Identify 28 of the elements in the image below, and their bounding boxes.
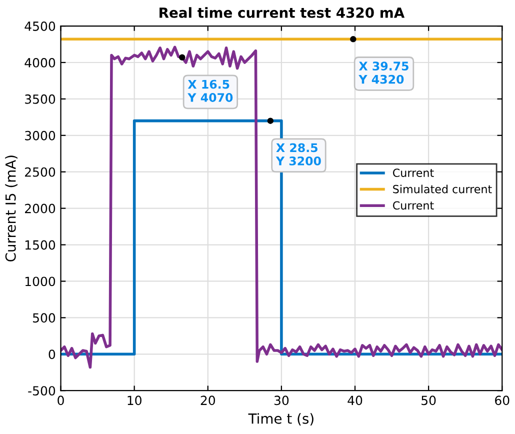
y-tick-label: 500 xyxy=(33,313,56,323)
y-tick-label: 2500 xyxy=(25,167,56,177)
x-tick-label: 30 xyxy=(274,396,289,406)
y-tick-label: 0 xyxy=(48,350,56,360)
x-tick-label: 60 xyxy=(495,396,510,406)
x-tick-label: 40 xyxy=(348,396,362,406)
legend-label: Current xyxy=(392,168,434,178)
y-tick-label: 2000 xyxy=(25,204,56,214)
x-tick-label: 20 xyxy=(200,396,216,406)
y-tick-label: 4000 xyxy=(24,58,56,68)
y-tick-label: 3500 xyxy=(25,94,56,104)
y-tick-label: 4500 xyxy=(24,22,56,31)
annotation: X 39.75 Y 4320 xyxy=(358,62,408,84)
chart-title: Real time current test 4320 mA xyxy=(160,7,405,18)
legend-label: Current xyxy=(392,201,434,210)
y-tick-label: 1000 xyxy=(25,276,56,286)
x-tick-label: 50 xyxy=(422,396,436,406)
line-series xyxy=(60,46,502,369)
y-tick-label: 1500 xyxy=(25,240,56,250)
legend-label: Simulated current xyxy=(393,184,492,194)
y-tick-label: 3000 xyxy=(25,130,56,140)
x-tick-label: 0 xyxy=(58,396,64,406)
y-axis-title: Current I5 (mA) xyxy=(5,156,18,262)
annotation: X 16.5 Y 4070 xyxy=(188,80,233,102)
x-tick-label: 10 xyxy=(128,396,142,406)
annotation: X 28.5 Y 3200 xyxy=(276,143,321,166)
y-tick-label: -500 xyxy=(28,386,56,396)
x-axis-title: Time t (s) xyxy=(248,413,314,426)
